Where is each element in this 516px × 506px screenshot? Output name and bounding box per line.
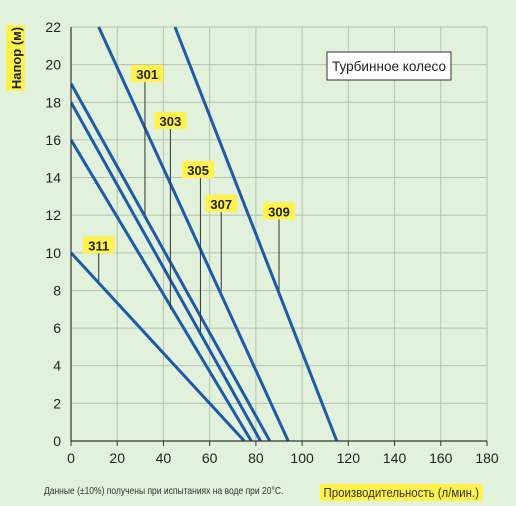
y-axis-label-bg [6, 25, 25, 91]
y-tick-labels: 0 2 4 6 8 10 12 14 16 18 20 22 [45, 19, 61, 449]
label-bg-309 [263, 202, 295, 220]
series-label-305: 305 [187, 163, 209, 178]
x-tick-labels: 0 20 40 60 80 100 120 140 160 180 [67, 450, 499, 466]
series-label-301: 301 [136, 67, 158, 82]
label-bg-305 [182, 161, 215, 179]
footnote: Данные (±10%) получены при испытаниях на… [44, 486, 284, 497]
y-tick-label: 4 [53, 358, 61, 374]
series-line-301 [97, 26, 290, 441]
y-tick-label: 0 [53, 433, 61, 449]
label-bg-311 [82, 236, 115, 254]
x-tick-label: 100 [290, 450, 314, 466]
x-tick-label: 140 [383, 450, 407, 466]
x-tick-label: 60 [202, 450, 218, 466]
label-bg-307 [205, 194, 238, 212]
series-line-309 [173, 26, 339, 441]
y-tick-label: 2 [53, 395, 61, 411]
y-tick-label: 14 [45, 170, 61, 186]
series-line-311 [71, 251, 246, 441]
series-label-303: 303 [160, 114, 182, 129]
y-tick-label: 22 [45, 19, 61, 35]
series-line-307 [71, 139, 253, 441]
legend-box-text: Турбинное колесо [332, 58, 446, 74]
series-labels: 301 303 305 307 309 311 [82, 65, 295, 332]
y-axis-label-text: Напор (м) [9, 27, 24, 89]
x-tick-label: 0 [67, 450, 75, 466]
x-tick-label: 160 [429, 450, 453, 466]
legend-box-frame [326, 51, 452, 81]
series-label-307: 307 [210, 197, 232, 212]
y-tick-label: 18 [45, 94, 61, 110]
x-tick-label: 180 [475, 450, 499, 466]
label-bg-303 [154, 112, 187, 130]
x-tick-label: 80 [248, 450, 264, 466]
y-tick-label: 12 [45, 207, 61, 223]
x-tick-label: 120 [337, 450, 361, 466]
y-tick-label: 6 [53, 320, 61, 336]
y-tick-label: 8 [53, 282, 61, 298]
series-line-305 [71, 101, 262, 441]
x-tick-label: 40 [156, 450, 172, 466]
series-label-311: 311 [88, 238, 109, 253]
y-axis-label: Напор (м) [6, 25, 25, 91]
y-tick-label: 20 [45, 57, 61, 73]
axes [70, 27, 488, 446]
x-axis-label: Производительность (л/мин.) [320, 484, 483, 501]
label-bg-301 [131, 65, 164, 83]
legend-box: Турбинное колесо [326, 51, 452, 81]
series-label-309: 309 [268, 204, 290, 219]
series-lines [71, 26, 339, 441]
y-tick-label: 10 [45, 245, 61, 261]
x-tick-label: 20 [109, 450, 125, 466]
y-tick-label: 16 [45, 132, 61, 148]
